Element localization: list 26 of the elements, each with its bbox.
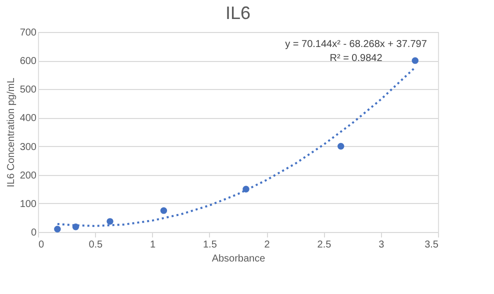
y-tick-label: 100 — [20, 198, 37, 210]
y-tick-label: 600 — [20, 56, 37, 68]
point — [412, 57, 418, 64]
annotation: y = 70.144x² - 68.268x + 37.797 — [285, 39, 428, 50]
chart-title: IL6 — [225, 3, 251, 23]
y-tick-label: 300 — [20, 142, 37, 153]
x-axis-title: Absorbance — [212, 254, 266, 264]
x-tick-label: 1 — [150, 240, 156, 250]
x-tick-label: 3 — [378, 240, 385, 250]
x-tick-label: 0.5 — [88, 240, 104, 250]
x-tick-label: 1.5 — [202, 240, 218, 250]
annotation: R² = 0.9842 — [330, 53, 383, 64]
point — [338, 142, 344, 150]
x-tick-label: 2.5 — [317, 240, 332, 250]
y-axis-title: IL6 Concentration pg/mL — [6, 77, 17, 188]
y-tick-label: 500 — [20, 84, 37, 96]
point — [54, 226, 61, 232]
point — [160, 207, 168, 214]
x-tick-label: 3.5 — [424, 240, 439, 250]
y-tick-label: 400 — [20, 113, 37, 124]
point — [106, 218, 114, 225]
x-tick-label: 0 — [38, 240, 44, 250]
y-tick-label: 0 — [30, 228, 37, 238]
y-tick-label: 700 — [20, 28, 37, 38]
x-tick-label: 2 — [264, 240, 270, 250]
y-tick-label: 200 — [20, 170, 37, 182]
